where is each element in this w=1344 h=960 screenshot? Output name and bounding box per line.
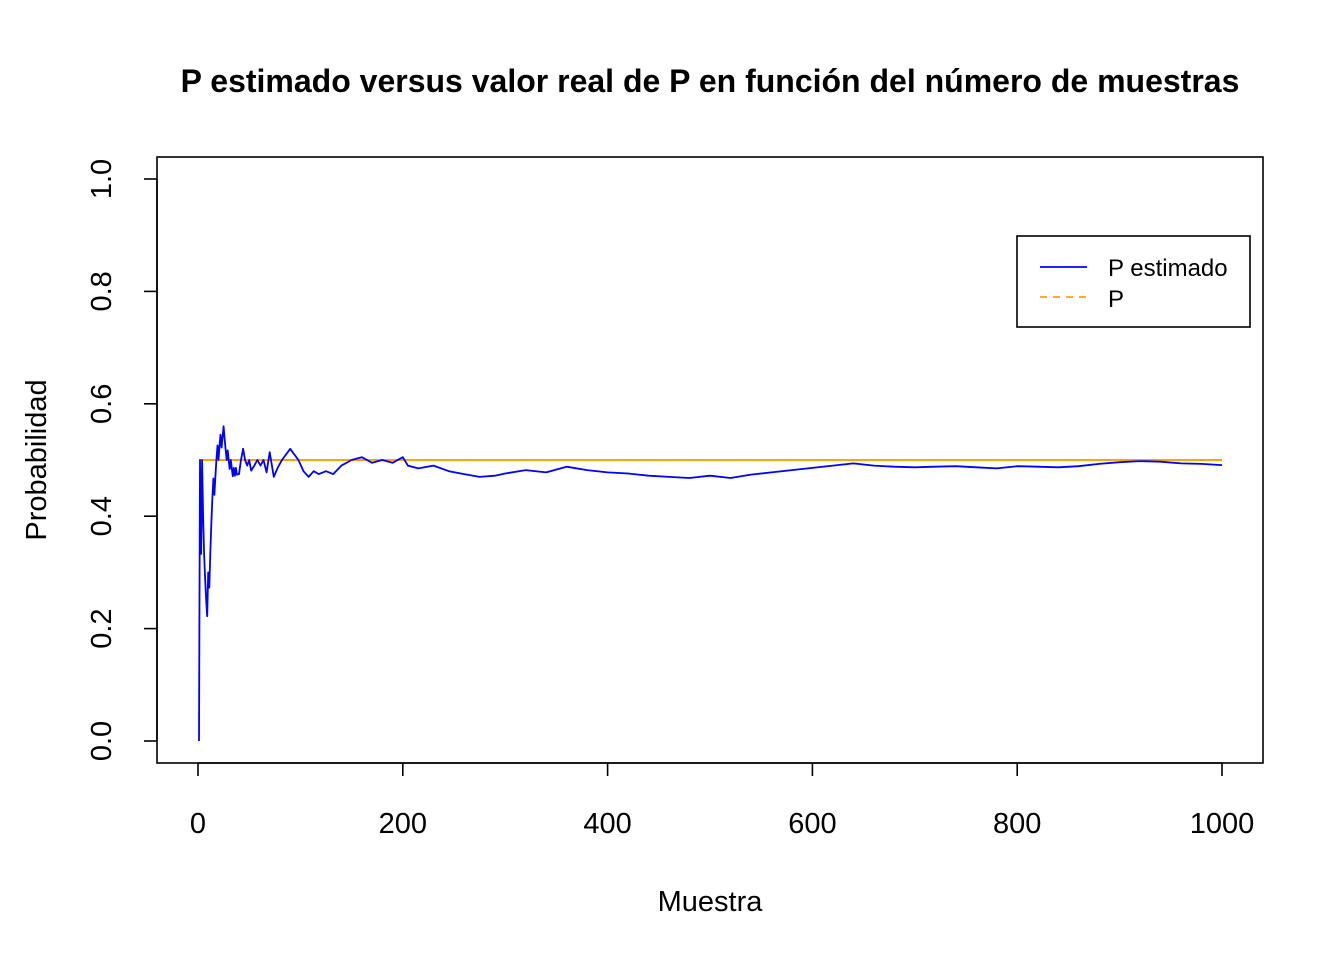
x-tick-label: 200 <box>379 808 427 840</box>
series-line-p-estimado <box>198 425 1223 742</box>
x-tick-label: 0 <box>190 808 206 840</box>
y-axis-label: Probabilidad <box>21 379 53 540</box>
y-tick-label: 0.2 <box>86 608 118 648</box>
y-tick-label: 1.0 <box>86 159 118 199</box>
chart-title: P estimado versus valor real de P en fun… <box>181 63 1240 99</box>
y-tick-label: 0.8 <box>86 271 118 311</box>
y-tick-label: 0.4 <box>86 496 118 536</box>
x-tick-label: 800 <box>993 808 1041 840</box>
x-tick-label: 400 <box>583 808 631 840</box>
x-tick-label: 1000 <box>1190 808 1255 840</box>
x-axis-label: Muestra <box>658 886 764 918</box>
x-tick-label: 600 <box>788 808 836 840</box>
y-axis: 0.0 0.2 0.4 0.6 0.8 1.0 <box>86 159 158 761</box>
legend-label-p-estimado: P estimado <box>1108 255 1228 282</box>
legend-label-p: P <box>1108 286 1124 313</box>
legend-box <box>1016 235 1251 328</box>
series-layer <box>198 425 1223 742</box>
legend: P estimado P <box>1016 235 1251 328</box>
y-tick-label: 0.0 <box>86 721 118 761</box>
x-axis: 0 200 400 600 800 1000 <box>190 762 1255 840</box>
y-tick-label: 0.6 <box>86 384 118 424</box>
